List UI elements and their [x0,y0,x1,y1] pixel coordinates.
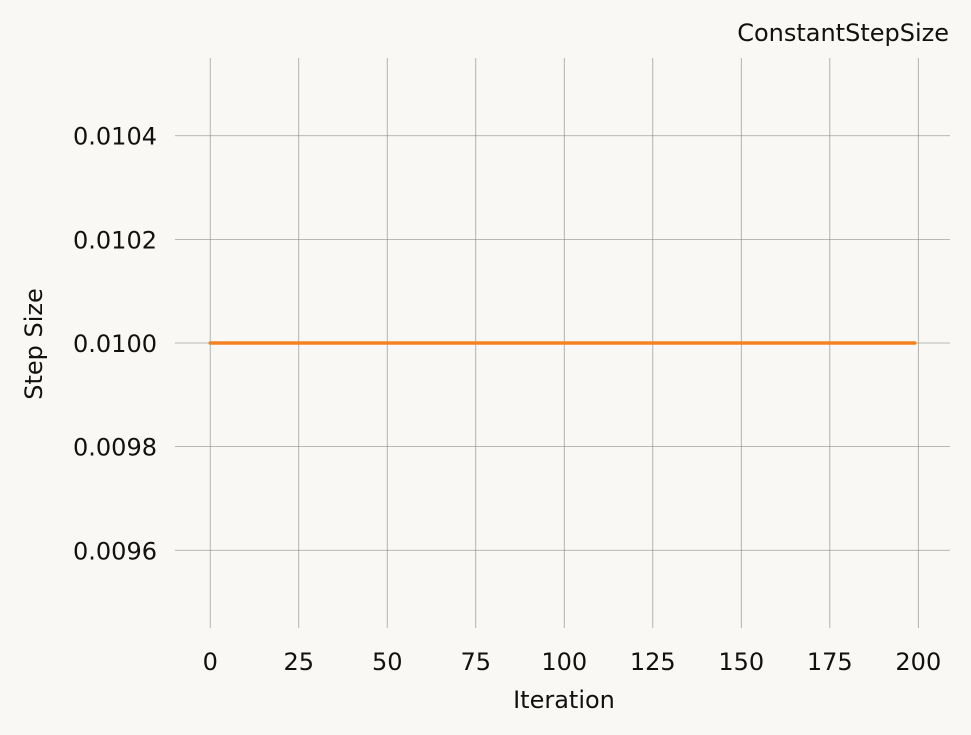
x-tick-label: 100 [541,648,587,676]
x-tick-label: 50 [372,648,403,676]
x-tick-label: 25 [283,648,314,676]
x-axis-label: Iteration [513,686,615,714]
y-tick-label: 0.0102 [73,226,157,254]
y-tick-label: 0.0098 [73,434,157,462]
y-tick-label: 0.0100 [73,330,157,358]
y-axis-label: Step Size [20,288,48,400]
y-tick-labels: 0.0096 0.0098 0.0100 0.0102 0.0104 [73,123,157,566]
x-tick-label: 0 [203,648,218,676]
y-tick-label: 0.0104 [73,123,157,151]
x-tick-label: 175 [807,648,853,676]
chart-title: ConstantStepSize [737,19,949,47]
x-tick-labels: 0 25 50 75 100 125 150 175 200 [203,648,942,676]
x-tick-label: 150 [718,648,764,676]
x-tick-label: 125 [630,648,676,676]
x-tick-label: 75 [460,648,491,676]
x-tick-label: 200 [895,648,941,676]
y-tick-label: 0.0096 [73,537,157,565]
